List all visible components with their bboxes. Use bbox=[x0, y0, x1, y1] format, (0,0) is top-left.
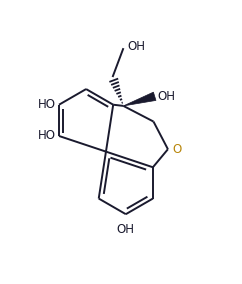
Text: OH: OH bbox=[127, 40, 145, 53]
Text: HO: HO bbox=[38, 130, 55, 143]
Text: O: O bbox=[172, 143, 182, 156]
Polygon shape bbox=[123, 92, 156, 106]
Text: OH: OH bbox=[117, 223, 135, 236]
Text: HO: HO bbox=[38, 98, 55, 111]
Text: OH: OH bbox=[158, 90, 176, 103]
